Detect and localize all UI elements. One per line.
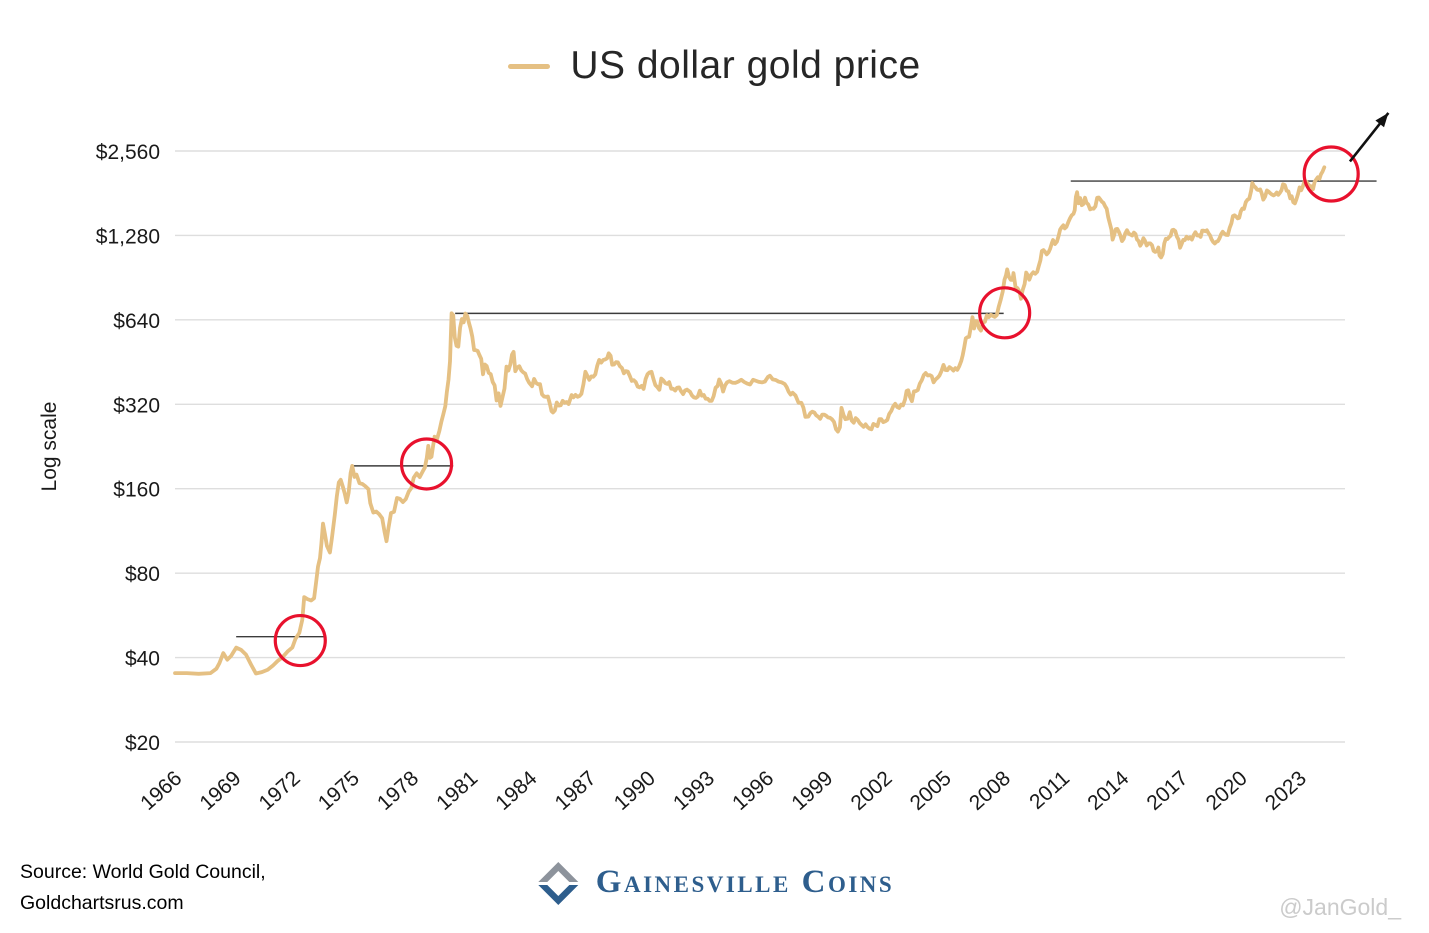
x-tick-label: 2017: [1142, 767, 1192, 815]
x-tick-label: 2008: [965, 767, 1015, 815]
x-tick-label: 1981: [432, 767, 482, 815]
brand-name: Gainesville Coins: [595, 863, 895, 900]
source-attribution: Source: World Gold Council, Goldchartsru…: [20, 857, 266, 919]
x-tick-label: 1999: [787, 767, 837, 815]
brand-block: Gainesville Coins: [535, 859, 894, 905]
gainesville-coins-logo-icon: [537, 862, 578, 905]
logo-bottom-chevron: [537, 885, 578, 905]
y-tick-label: $160: [113, 479, 160, 502]
x-tick-label: 2023: [1261, 767, 1311, 815]
x-tick-label: 2005: [906, 767, 956, 815]
trend-arrow-head: [1375, 112, 1389, 128]
y-tick-label: $40: [125, 648, 160, 671]
breakout-circle: [978, 286, 1032, 340]
x-tick-label: 1993: [669, 767, 719, 815]
source-line-2: Goldchartsrus.com: [20, 892, 184, 914]
x-tick-label: 1966: [136, 767, 186, 815]
watermark: @JanGold_: [1279, 894, 1401, 920]
y-tick-label: $640: [113, 310, 160, 333]
source-line-1: Source: World Gold Council,: [20, 861, 266, 883]
y-tick-label: $320: [113, 394, 160, 417]
x-tick-label: 2002: [847, 767, 897, 815]
gold-price-line: [173, 165, 1327, 676]
y-tick-label: $2,560: [96, 141, 160, 164]
x-tick-label: 1987: [551, 767, 601, 815]
x-tick-label: 1984: [491, 766, 541, 815]
x-tick-label: 1975: [314, 767, 364, 815]
x-tick-label: 1969: [195, 767, 245, 815]
y-tick-label: $80: [125, 563, 160, 586]
breakout-circle: [273, 613, 327, 668]
x-tick-label: 1996: [728, 767, 778, 815]
x-tick-label: 1978: [373, 767, 423, 815]
breakout-circle: [1302, 145, 1360, 203]
x-tick-label: 2011: [1025, 767, 1074, 814]
x-tick-label: 2020: [1202, 767, 1252, 815]
x-tick-label: 1990: [610, 767, 660, 815]
x-tick-label: 2014: [1083, 766, 1133, 815]
y-tick-label: $20: [125, 732, 160, 755]
y-axis-title: Log scale: [38, 402, 61, 492]
y-tick-label: $1,280: [96, 225, 160, 248]
breakout-circle: [399, 437, 454, 491]
x-tick-label: 1972: [255, 767, 305, 815]
logo-top-chevron: [537, 862, 578, 882]
